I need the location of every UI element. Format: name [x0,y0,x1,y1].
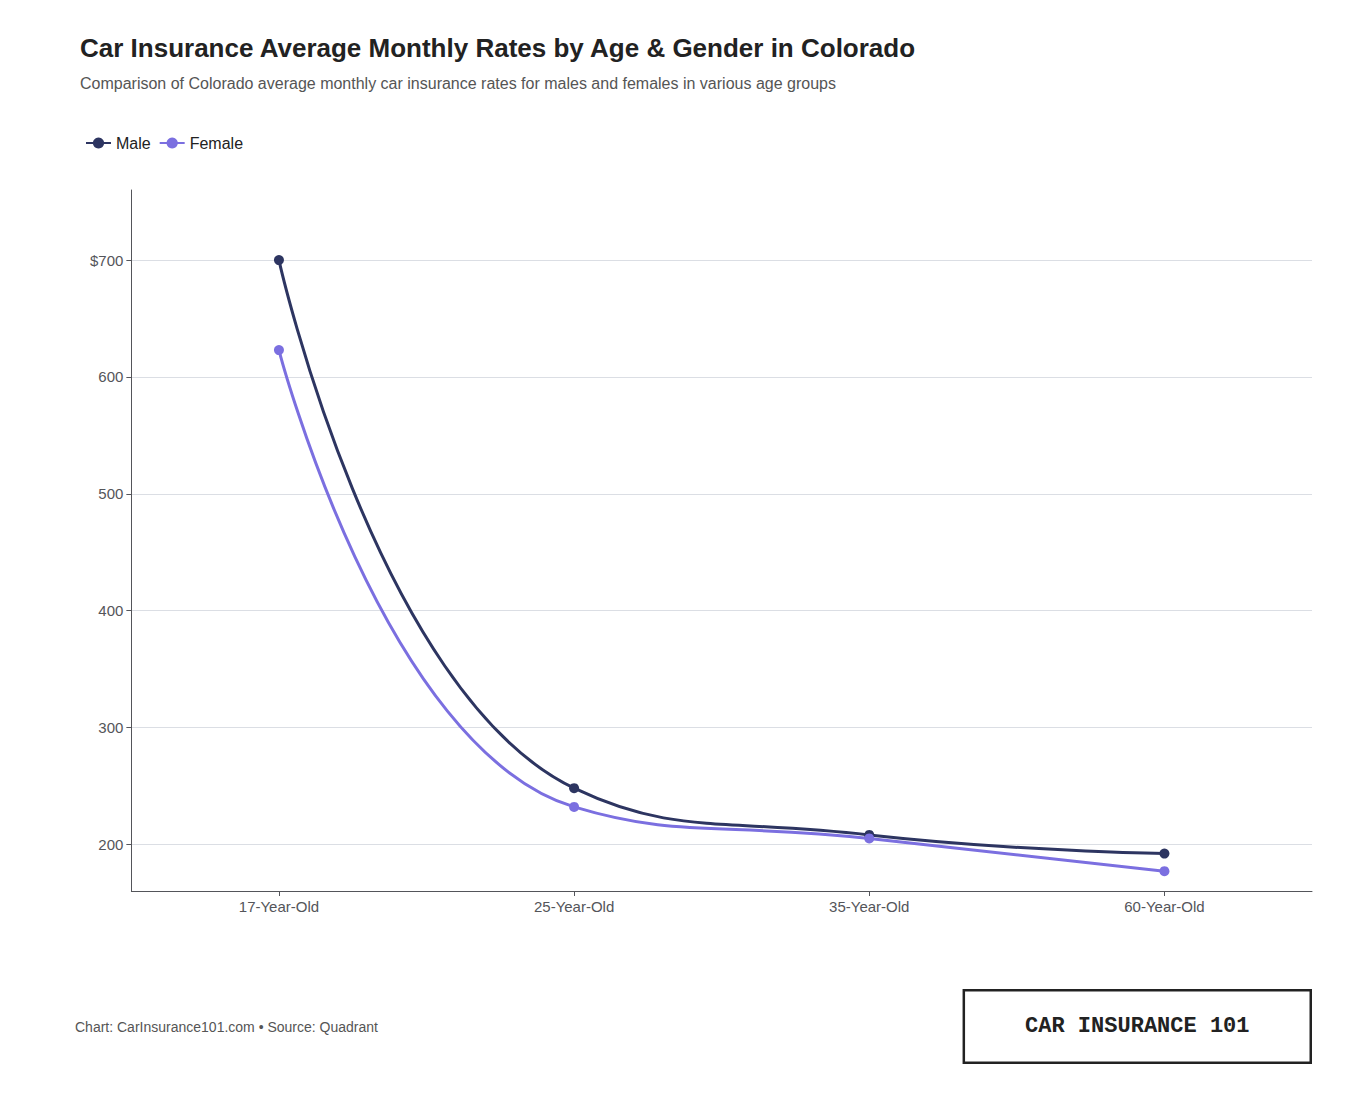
svg-text:17-Year-Old: 17-Year-Old [239,898,319,915]
svg-text:200: 200 [98,836,123,853]
svg-text:300: 300 [98,719,123,736]
svg-text:Car Insurance Average Monthly: Car Insurance Average Monthly Rates by A… [80,33,915,63]
svg-text:CAR INSURANCE 101: CAR INSURANCE 101 [1025,1014,1249,1039]
svg-text:Comparison of Colorado average: Comparison of Colorado average monthly c… [80,75,836,92]
svg-text:35-Year-Old: 35-Year-Old [829,898,909,915]
svg-text:400: 400 [98,602,123,619]
svg-text:600: 600 [98,368,123,385]
svg-text:500: 500 [98,485,123,502]
svg-text:Male: Male [116,135,151,152]
svg-text:60-Year-Old: 60-Year-Old [1124,898,1204,915]
svg-text:$700: $700 [90,252,123,269]
svg-text:Female: Female [190,135,243,152]
svg-text:Chart: CarInsurance101.com • S: Chart: CarInsurance101.com • Source: Qua… [75,1019,378,1035]
svg-text:25-Year-Old: 25-Year-Old [534,898,614,915]
